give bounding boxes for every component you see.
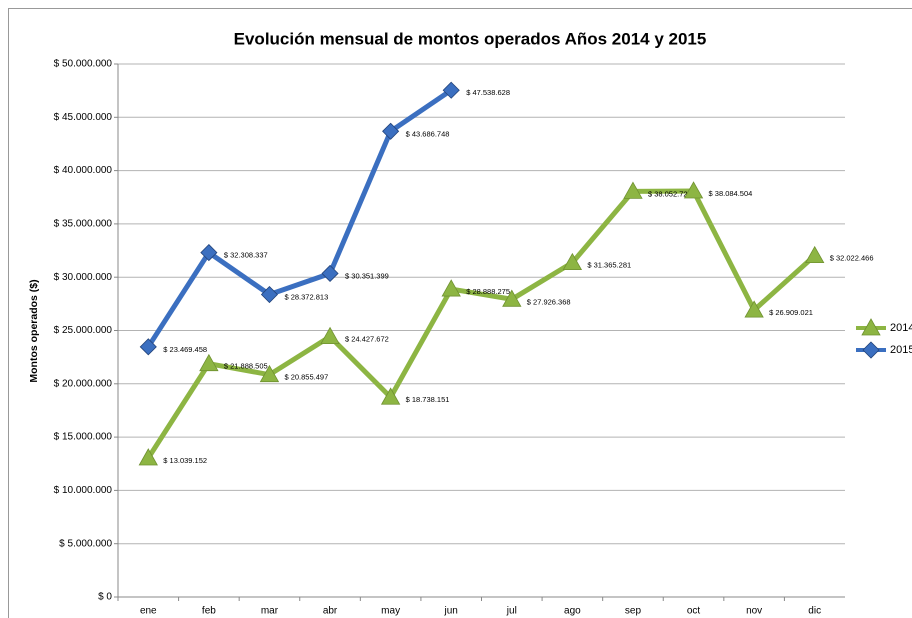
data-point [259, 364, 280, 383]
y-tick-label: $ 0 [98, 592, 112, 603]
data-label: $ 13.039.152 [163, 456, 207, 465]
x-tick-label: dic [808, 606, 821, 617]
data-point [139, 338, 157, 356]
y-tick-label: $ 25.000.000 [54, 325, 113, 336]
data-point [320, 326, 340, 345]
data-point [200, 244, 218, 262]
legend-marker [862, 341, 880, 359]
x-tick-label: nov [746, 606, 762, 617]
x-tick-label: abr [323, 606, 338, 617]
chart-frame [8, 8, 912, 618]
data-label: $ 38.084.504 [709, 189, 753, 198]
data-point [562, 252, 583, 271]
x-tick-label: ago [564, 606, 581, 617]
data-point [623, 181, 643, 199]
y-tick-label: $ 10.000.000 [54, 485, 113, 496]
data-label: $ 38.052.725 [648, 189, 692, 198]
x-tick-label: oct [687, 606, 701, 617]
data-label: $ 43.686.748 [406, 129, 450, 138]
data-point [260, 285, 279, 304]
x-tick-label: jun [444, 606, 458, 617]
legend-label: 2014 [890, 322, 912, 334]
y-tick-label: $ 50.000.000 [54, 59, 113, 70]
data-point [321, 264, 339, 283]
y-tick-label: $ 45.000.000 [54, 112, 113, 123]
x-tick-label: mar [261, 606, 279, 617]
x-tick-label: jul [506, 606, 517, 617]
data-label: $ 27.926.368 [527, 297, 571, 306]
x-tick-label: ene [140, 606, 157, 617]
data-point [805, 245, 825, 264]
data-label: $ 28.888.275 [466, 287, 510, 296]
data-point [744, 300, 764, 318]
series-line [146, 188, 817, 460]
y-tick-label: $ 30.000.000 [54, 272, 113, 283]
series-line [146, 88, 453, 349]
data-label: $ 23.469.458 [163, 345, 207, 354]
y-tick-label: $ 15.000.000 [54, 432, 113, 443]
data-point [380, 387, 401, 405]
y-axis-label: Montos operados ($) [28, 279, 40, 382]
data-label: $ 24.427.672 [345, 335, 389, 344]
data-label: $ 21.888.505 [224, 362, 268, 371]
data-label: $ 18.738.151 [406, 395, 450, 404]
data-point [199, 353, 219, 372]
x-tick-label: may [381, 606, 400, 617]
legend-label: 2015 [890, 344, 912, 356]
y-tick-label: $ 5.000.000 [59, 538, 112, 549]
data-label: $ 30.351.399 [345, 271, 389, 280]
x-tick-label: feb [202, 606, 216, 617]
data-point [502, 289, 522, 307]
data-label: $ 28.372.813 [284, 293, 328, 302]
legend-marker [861, 318, 881, 336]
y-tick-label: $ 20.000.000 [54, 378, 113, 389]
data-label: $ 20.855.497 [284, 373, 328, 382]
data-point [138, 448, 158, 466]
y-tick-label: $ 35.000.000 [54, 219, 113, 230]
data-label: $ 47.538.628 [466, 88, 510, 97]
y-tick-label: $ 40.000.000 [54, 165, 113, 176]
data-label: $ 32.022.466 [830, 254, 874, 263]
data-point [382, 122, 400, 140]
data-point [441, 279, 461, 297]
x-tick-label: sep [625, 606, 642, 617]
data-label: $ 26.909.021 [769, 308, 813, 317]
chart-title: Evolución mensual de montos operados Año… [234, 29, 707, 48]
data-point [683, 181, 704, 199]
data-label: $ 31.365.281 [587, 261, 631, 270]
data-label: $ 32.308.337 [224, 251, 268, 260]
data-point [442, 81, 460, 99]
